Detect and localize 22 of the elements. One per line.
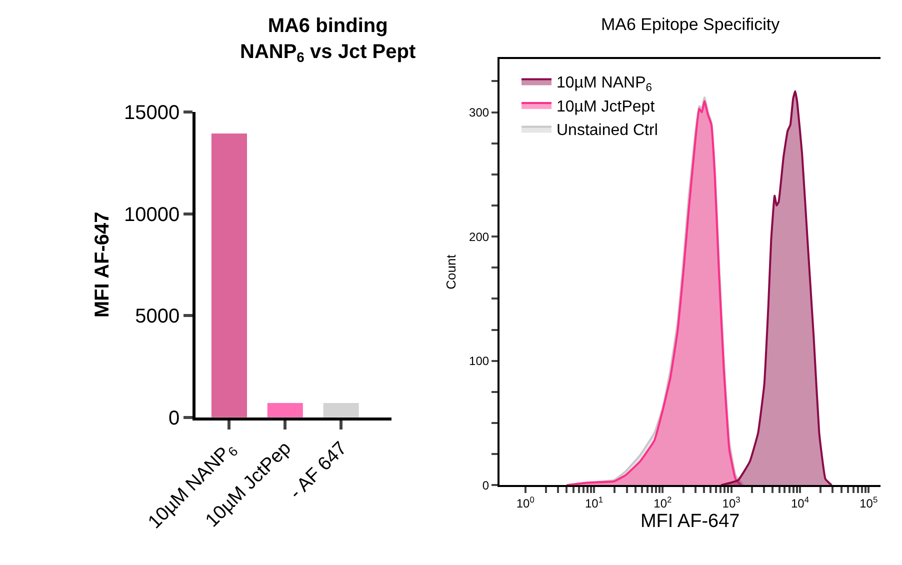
x-tick-label: 10$^{2}$ <box>654 494 672 511</box>
x-tick-label: 10$^{5}$ <box>860 494 878 511</box>
x-axis-title: MFI AF-647 <box>640 510 740 532</box>
y-tick-label: 0 <box>168 407 180 430</box>
y-tick-label: 300 <box>469 106 490 120</box>
legend-label: 10µM JctPept <box>556 98 656 116</box>
chart-title: MA6 binding NANP$_{6}$ vs Jct Pept <box>240 15 416 66</box>
y-tick-label: 0 <box>482 478 490 492</box>
x-tick-label: 10$^{3}$ <box>722 494 741 511</box>
x-tick-label: 10$^{0}$ <box>516 494 535 511</box>
legend-label: Unstained Ctrl <box>556 122 658 140</box>
y-axis-title: Count <box>443 254 458 290</box>
y-tick-label: 100 <box>469 354 490 368</box>
x-tick-label: 10$^{4}$ <box>790 494 810 511</box>
y-tick-label: 10000 <box>124 204 180 226</box>
y-tick-label: 200 <box>469 230 490 244</box>
y-axis-title: MFI AF-647 <box>92 212 114 318</box>
x-tick-label: 10$^{1}$ <box>584 494 604 511</box>
y-tick-label: 15000 <box>124 102 180 124</box>
legend-label: 10µM NANP$_{6}$ <box>556 74 652 94</box>
chart-title: MA6 Epitope Specificity <box>601 15 780 34</box>
y-tick-label: 5000 <box>135 306 180 328</box>
